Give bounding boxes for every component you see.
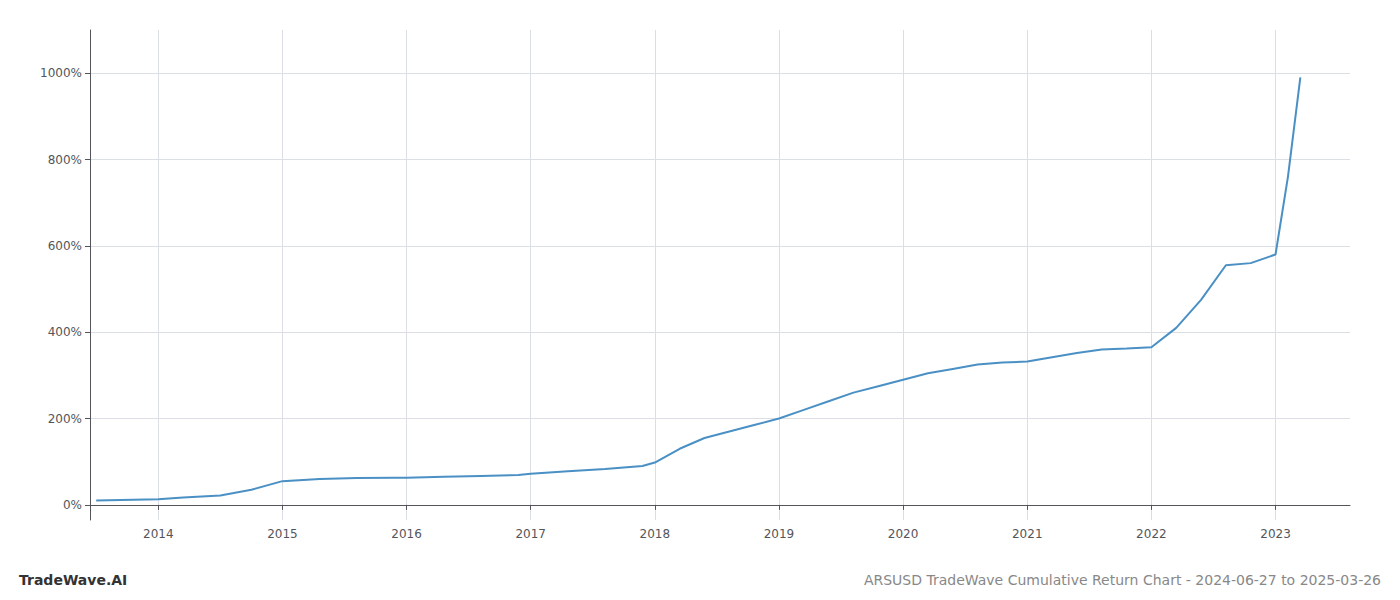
svg-text:2018: 2018 <box>640 527 671 541</box>
svg-text:2023: 2023 <box>1260 527 1291 541</box>
svg-text:1000%: 1000% <box>40 66 82 80</box>
svg-text:200%: 200% <box>48 412 82 426</box>
svg-text:2014: 2014 <box>143 527 174 541</box>
svg-text:ARSUSD TradeWave Cumulative Re: ARSUSD TradeWave Cumulative Return Chart… <box>864 572 1381 588</box>
svg-text:800%: 800% <box>48 153 82 167</box>
svg-text:400%: 400% <box>48 325 82 339</box>
svg-text:2017: 2017 <box>515 527 546 541</box>
svg-text:2021: 2021 <box>1012 527 1043 541</box>
svg-text:TradeWave.AI: TradeWave.AI <box>19 572 127 588</box>
svg-text:2019: 2019 <box>764 527 795 541</box>
svg-text:2015: 2015 <box>267 527 298 541</box>
svg-text:0%: 0% <box>63 498 82 512</box>
svg-text:2020: 2020 <box>888 527 919 541</box>
svg-text:2022: 2022 <box>1136 527 1167 541</box>
svg-text:600%: 600% <box>48 239 82 253</box>
svg-text:2016: 2016 <box>391 527 422 541</box>
